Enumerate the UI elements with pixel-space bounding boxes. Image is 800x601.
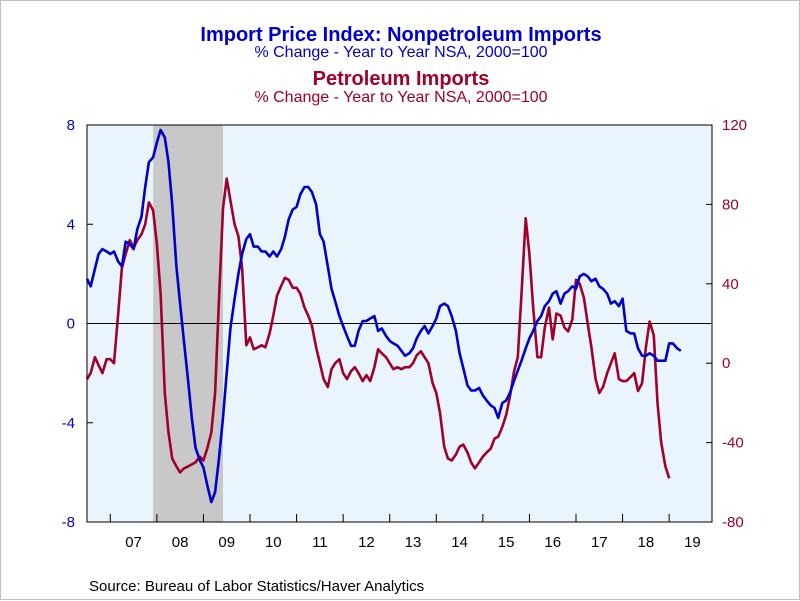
left-axis: 8 4 0 -4 -8 xyxy=(62,117,93,531)
x-axis: 07 08 09 10 11 12 13 14 15 16 17 18 19 xyxy=(109,514,701,551)
x-tick-label: 16 xyxy=(544,534,561,551)
left-tick-label: -4 xyxy=(62,415,75,432)
right-axis: 120 80 40 0 -40 -80 xyxy=(706,117,747,531)
left-tick-label: 4 xyxy=(67,216,75,233)
right-tick-label: 0 xyxy=(722,355,730,372)
x-tick-label: 07 xyxy=(125,534,142,551)
right-tick-label: -40 xyxy=(722,435,744,452)
x-tick-label: 09 xyxy=(218,534,235,551)
x-tick-label: 11 xyxy=(312,534,328,551)
left-tick-label: 8 xyxy=(67,117,75,134)
x-tick-label: 18 xyxy=(638,534,655,551)
series-layer xyxy=(85,128,682,504)
right-tick-label: -80 xyxy=(722,514,744,531)
x-tick-label: 12 xyxy=(358,534,375,551)
right-tick-label: 80 xyxy=(722,196,739,213)
x-tick-label: 13 xyxy=(405,534,422,551)
x-tick-label: 17 xyxy=(591,534,608,551)
right-tick-label: 120 xyxy=(722,117,747,134)
x-tick-label: 19 xyxy=(684,534,701,551)
chart-title-petroleum: Petroleum Imports xyxy=(313,68,490,90)
series-line-petroleum xyxy=(85,177,671,479)
right-tick-label: 40 xyxy=(722,276,739,293)
series-line-nonpetroleum xyxy=(85,128,682,504)
x-tick-label: 15 xyxy=(498,534,515,551)
chart-subtitle: % Change - Year to Year NSA, 2000=100 xyxy=(254,44,547,61)
source-note: Source: Bureau of Labor Statistics/Haver… xyxy=(89,578,424,595)
x-tick-label: 10 xyxy=(265,534,282,551)
x-tick-label: 08 xyxy=(172,534,189,551)
chart-title: Import Price Index: Nonpetroleum Imports xyxy=(200,24,601,46)
left-tick-label: 0 xyxy=(67,316,75,333)
x-tick-label: 14 xyxy=(451,534,468,551)
left-tick-label: -8 xyxy=(62,514,75,531)
chart-subtitle-petroleum: % Change - Year to Year NSA, 2000=100 xyxy=(254,89,547,106)
